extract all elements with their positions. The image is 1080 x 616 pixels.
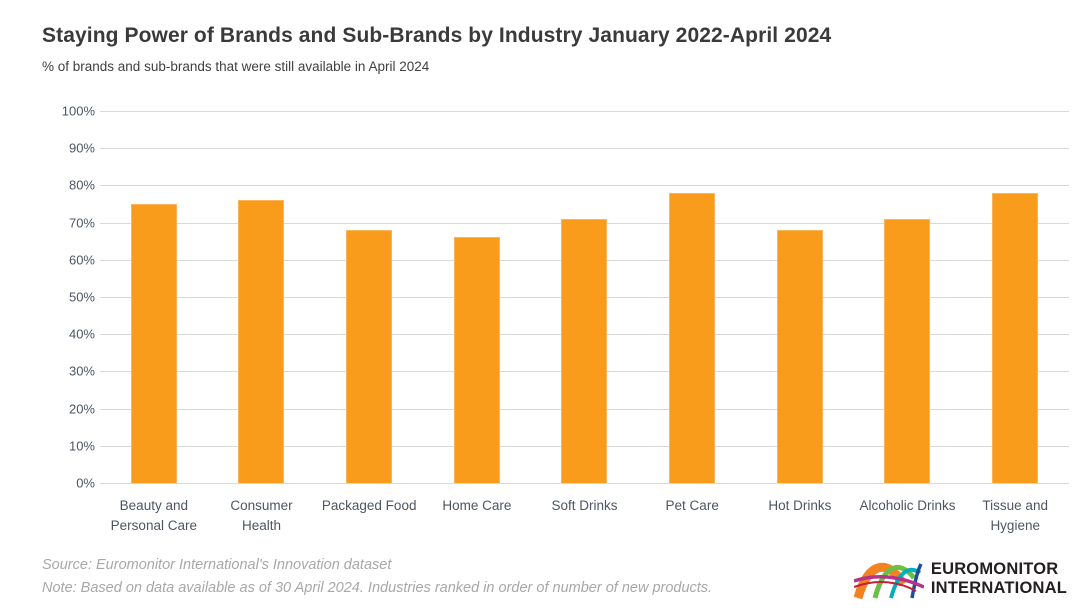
bar-pet-care — [669, 192, 716, 483]
euromonitor-arcs-logo-icon — [853, 552, 925, 605]
bar-tissue-and-hygiene — [992, 192, 1039, 483]
x-axis: Beauty and Personal Care Consumer Health P… — [100, 496, 1069, 537]
logo-line-1: EUROMONITOR — [930, 560, 1059, 579]
chart-subtitle: % of brands and sub-brands that were sti… — [42, 59, 430, 74]
y-tick-label: 30% — [68, 363, 95, 379]
bar-slot — [208, 111, 316, 483]
x-category-label: Pet Care — [638, 496, 746, 537]
source-note: Source: Euromonitor International's Inno… — [42, 557, 392, 573]
y-tick-label: 40% — [68, 326, 95, 342]
bar-packaged-food — [346, 230, 393, 483]
gridline-0% — [100, 483, 1069, 484]
x-category-label: Hot Drinks — [746, 496, 854, 537]
bar-slot — [961, 111, 1069, 483]
y-tick-label: 0% — [76, 475, 95, 491]
x-category-label-text: Pet Care — [665, 498, 719, 513]
bar-slot — [638, 111, 746, 483]
bar-alcoholic-drinks — [884, 218, 931, 483]
y-tick-label: 10% — [68, 438, 95, 454]
bar-slot — [100, 111, 208, 483]
x-category-label-text: Soft Drinks — [551, 498, 618, 513]
x-category-label: Consumer Health — [208, 496, 316, 537]
gridline-90% — [100, 148, 1069, 150]
x-category-label-text: Tissue and Hygiene — [982, 498, 1048, 534]
bar-hot-drinks — [776, 230, 823, 483]
gridline-80% — [100, 185, 1069, 187]
x-category-label-text: Alcoholic Drinks — [859, 498, 956, 513]
x-category-label: Tissue and Hygiene — [961, 496, 1069, 537]
y-tick-label: 70% — [68, 215, 95, 231]
y-tick-label: 60% — [68, 252, 95, 268]
y-tick-label: 90% — [68, 140, 95, 156]
y-axis: 0% 10% 20% 30% 40% 50% 60% 70% 80% 90% 100% — [0, 104, 95, 491]
gridline-100% — [100, 111, 1069, 112]
logo-line-2: INTERNATIONAL — [930, 578, 1067, 597]
x-category-label-text: Home Care — [442, 498, 512, 513]
bar-consumer-health — [238, 200, 285, 483]
y-tick-label: 80% — [68, 177, 95, 193]
x-category-label: Home Care — [423, 496, 531, 537]
bar-soft-drinks — [561, 218, 608, 483]
data-note: Note: Based on data available as of 30 A… — [42, 580, 713, 596]
x-category-label-text: Hot Drinks — [768, 498, 832, 513]
bar-slot — [315, 111, 423, 483]
plot-area — [100, 111, 1069, 484]
x-category-label: Soft Drinks — [531, 496, 639, 537]
x-category-label: Beauty and Personal Care — [100, 496, 208, 537]
x-category-label-text: Consumer Health — [230, 498, 293, 534]
x-category-label-text: Packaged Food — [321, 498, 417, 513]
chart-title: Staying Power of Brands and Sub-Brands b… — [42, 24, 832, 47]
bar-slot — [531, 111, 639, 483]
x-category-label-text: Beauty and Personal Care — [110, 498, 197, 534]
x-category-label: Packaged Food — [315, 496, 423, 537]
bar-beauty-and-personal-care — [130, 204, 177, 483]
bar-slot — [854, 111, 962, 483]
bar-slot — [423, 111, 531, 483]
x-category-label: Alcoholic Drinks — [854, 496, 962, 537]
euromonitor-logo: EUROMONITOR INTERNATIONAL — [853, 552, 1067, 605]
bar-slot — [746, 111, 854, 483]
euromonitor-logo-text: EUROMONITOR INTERNATIONAL — [931, 560, 1067, 596]
bar-home-care — [453, 237, 500, 483]
y-tick-label: 50% — [68, 289, 95, 305]
y-tick-label: 20% — [68, 401, 95, 417]
y-tick-label: 100% — [61, 103, 95, 119]
